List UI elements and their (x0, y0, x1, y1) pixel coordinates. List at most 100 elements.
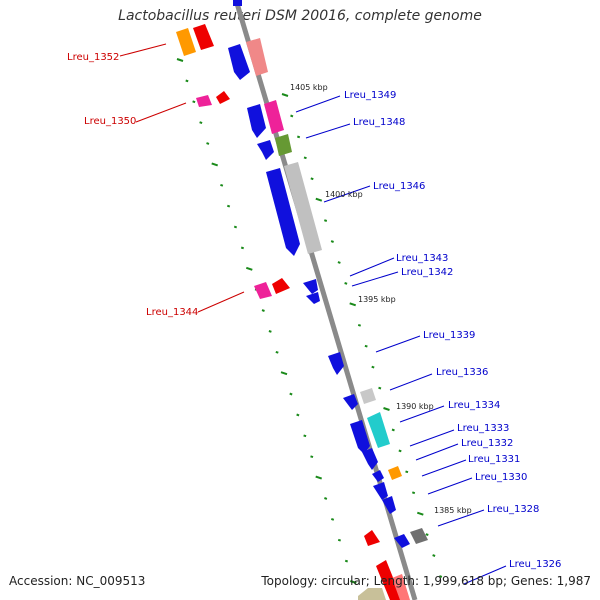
gene-label-lreu-1344[interactable]: Lreu_1344 (146, 307, 198, 318)
scale-tick (337, 538, 342, 542)
scale-tick (199, 121, 203, 125)
gene-feature[interactable] (284, 162, 322, 254)
gene-label-lreu-1343[interactable]: Lreu_1343 (396, 253, 448, 264)
gene-feature[interactable] (328, 352, 344, 375)
gene-label-lreu-1333[interactable]: Lreu_1333 (457, 423, 509, 434)
gene-label-lreu-1332[interactable]: Lreu_1332 (461, 438, 513, 449)
gene-label-lreu-1339[interactable]: Lreu_1339 (423, 330, 475, 341)
scale-tick (303, 156, 307, 160)
gene-feature[interactable] (360, 388, 376, 404)
gene-feature[interactable] (196, 95, 212, 107)
scale-tick (315, 475, 323, 480)
gene-feature[interactable] (272, 278, 290, 294)
scale-tick (220, 183, 224, 187)
gene-feature[interactable] (266, 168, 300, 256)
gene-label-lreu-1331[interactable]: Lreu_1331 (468, 454, 520, 465)
gene-feature[interactable] (257, 140, 274, 160)
gene-label-lreu-1346[interactable]: Lreu_1346 (373, 181, 425, 192)
scale-tick (357, 323, 362, 327)
gene-feature[interactable] (303, 279, 318, 294)
gene-label-lreu-1349[interactable]: Lreu_1349 (344, 90, 396, 101)
gene-feature[interactable] (362, 448, 378, 470)
gene-feature[interactable] (388, 466, 402, 480)
scale-tick (290, 114, 294, 118)
scale-tick (310, 455, 314, 459)
scale-label: 1385 kbp (434, 506, 472, 515)
scale-tick (240, 246, 245, 250)
gene-feature[interactable] (233, 0, 242, 6)
gene-feature[interactable] (394, 534, 410, 548)
scale-tick (378, 386, 382, 390)
scale-tick (416, 511, 424, 516)
scale-tick (296, 413, 300, 417)
scale-tick (268, 330, 272, 333)
gene-feature[interactable] (350, 420, 370, 454)
scale-tick (303, 434, 307, 438)
gene-label-lreu-1334[interactable]: Lreu_1334 (448, 400, 500, 411)
scale-tick (411, 491, 416, 495)
scale-tick (324, 497, 328, 500)
gene-feature[interactable] (376, 560, 402, 600)
leader-lines (119, 43, 507, 585)
scale-tick (261, 309, 265, 312)
scale-tick (330, 240, 334, 243)
scale-tick (398, 449, 402, 453)
scale-tick (364, 344, 368, 348)
scale-label: 1400 kbp (325, 190, 363, 199)
scale-tick (211, 162, 219, 167)
scale-tick (185, 79, 189, 83)
gene-label-lreu-1330[interactable]: Lreu_1330 (475, 472, 527, 483)
scale-tick (323, 219, 328, 222)
gene-feature[interactable] (410, 528, 428, 544)
gene-feature[interactable] (264, 100, 284, 134)
scale-tick (405, 470, 409, 474)
gene-feature[interactable] (306, 292, 320, 304)
gene-feature[interactable] (275, 134, 292, 156)
gene-feature[interactable] (247, 104, 266, 138)
gene-label-lreu-1348[interactable]: Lreu_1348 (353, 117, 405, 128)
gene-feature[interactable] (372, 470, 384, 482)
scale-label: 1390 kbp (396, 402, 434, 411)
scale-tick (281, 93, 289, 97)
gene-feature[interactable] (392, 574, 410, 600)
gene-feature[interactable] (364, 530, 380, 546)
gene-feature[interactable] (254, 282, 272, 299)
gene-label-lreu-1350[interactable]: Lreu_1350 (84, 116, 136, 127)
gene-feature[interactable] (193, 24, 214, 50)
scale-tick (206, 142, 210, 145)
gene-feature[interactable] (358, 588, 386, 600)
scale-tick (349, 580, 357, 584)
accession-text: Accession: NC_009513 (9, 574, 146, 588)
scale-tick (310, 177, 314, 181)
scale-tick (275, 350, 279, 354)
scale-tick (425, 533, 429, 536)
gene-feature[interactable] (343, 394, 358, 410)
gene-feature[interactable] (367, 412, 390, 448)
scale-tick (233, 225, 238, 229)
gene-feature[interactable] (176, 28, 196, 56)
scale-tick (245, 266, 253, 271)
scale-tick (296, 135, 301, 139)
scale-tick (344, 559, 349, 563)
gene-label-lreu-1336[interactable]: Lreu_1336 (436, 367, 488, 378)
scale-tick (330, 517, 335, 521)
scale-tick (289, 392, 293, 396)
scale-ticks (176, 58, 443, 584)
gene-feature[interactable] (216, 91, 230, 104)
gene-label-lreu-1328[interactable]: Lreu_1328 (487, 504, 539, 515)
gene-feature[interactable] (246, 38, 268, 76)
scale-tick (226, 204, 231, 208)
gene-label-lreu-1326[interactable]: Lreu_1326 (509, 559, 561, 570)
gene-label-lreu-1342[interactable]: Lreu_1342 (401, 267, 453, 278)
gene-label-lreu-1352[interactable]: Lreu_1352 (67, 52, 119, 63)
scale-tick (439, 575, 443, 578)
scale-label: 1405 kbp (290, 83, 328, 92)
gene-feature[interactable] (228, 44, 250, 80)
scale-tick (371, 365, 375, 369)
scale-tick (383, 407, 390, 411)
scale-tick (391, 428, 395, 432)
genome-summary-text: Topology: circular; Length: 1,999,618 bp… (261, 574, 591, 588)
scale-tick (349, 302, 357, 307)
gene-feature[interactable] (382, 496, 396, 514)
gene-feature[interactable] (373, 482, 388, 500)
